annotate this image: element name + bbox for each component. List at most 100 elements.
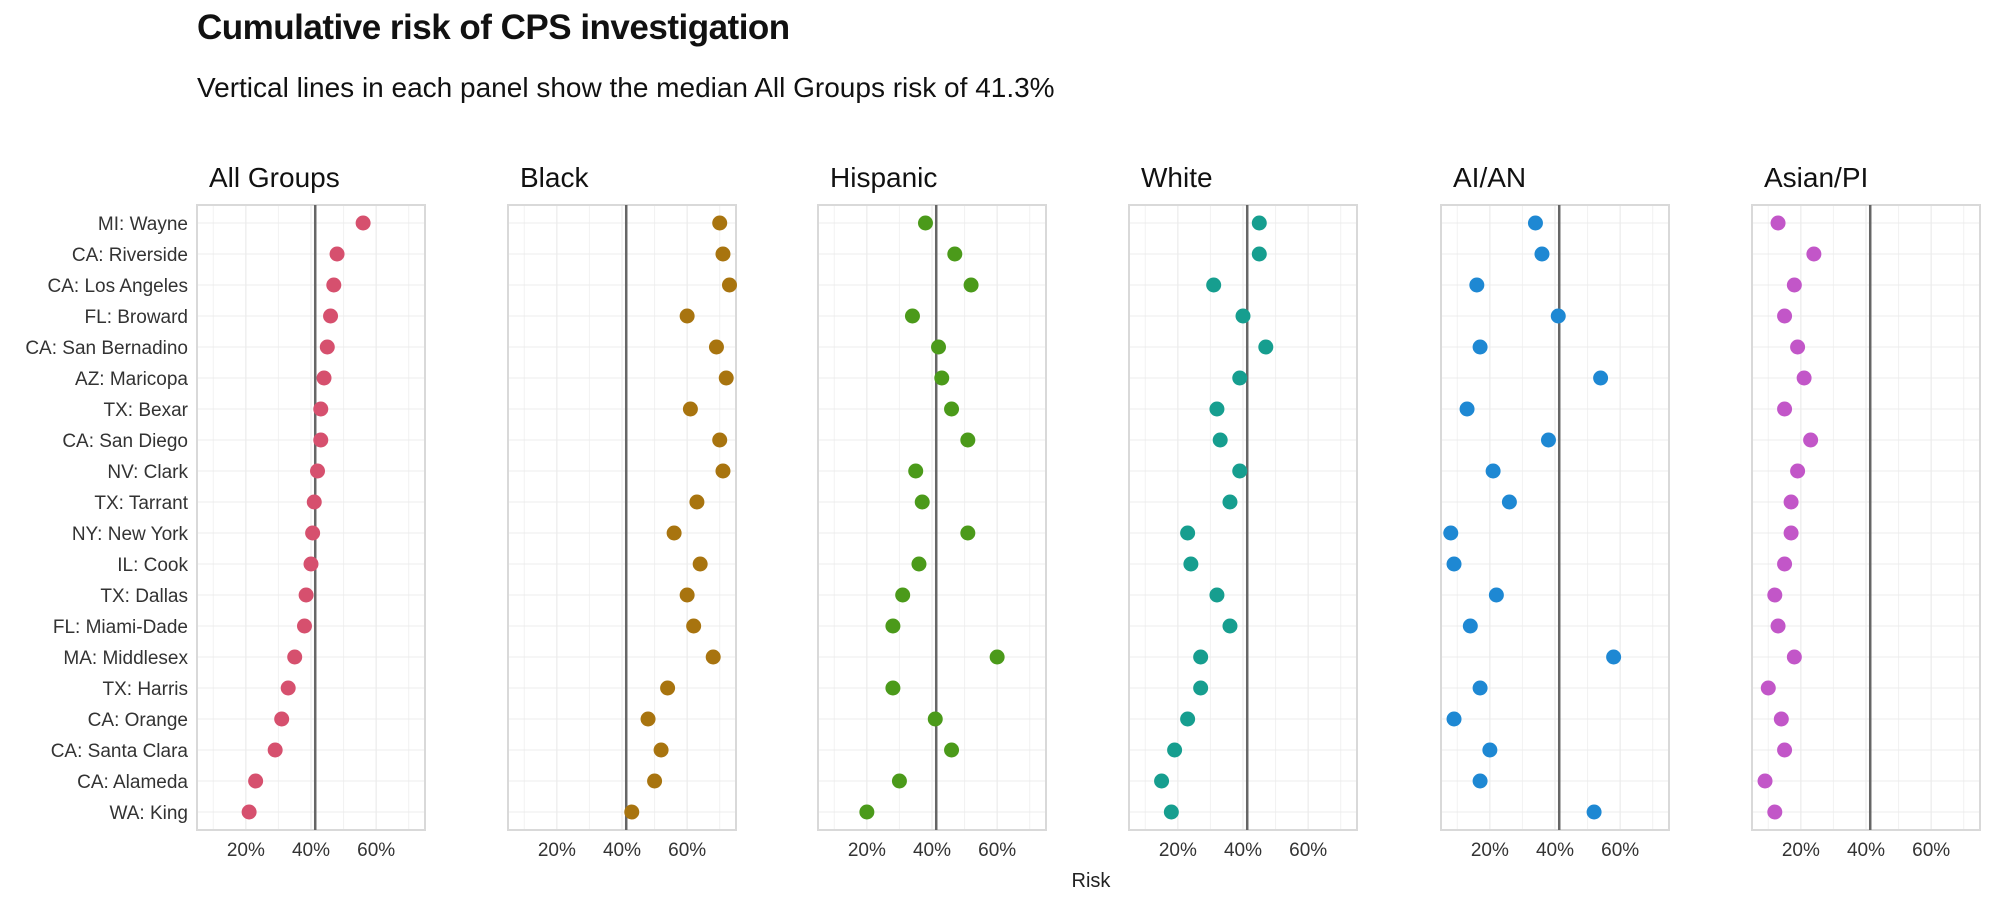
x-tick-label: 20% <box>227 840 265 861</box>
county-label: NY: New York <box>72 524 189 545</box>
county-label: TX: Bexar <box>104 400 189 421</box>
data-point <box>1606 649 1622 665</box>
data-point <box>885 680 901 696</box>
data-point <box>1783 494 1799 510</box>
data-point <box>712 215 728 231</box>
data-point <box>1806 246 1822 262</box>
county-label: CA: Los Angeles <box>48 276 188 297</box>
x-tick-label: 40% <box>1847 840 1885 861</box>
data-point <box>689 494 705 510</box>
data-point <box>692 556 708 572</box>
x-tick-label: 60% <box>668 840 706 861</box>
data-point <box>1209 587 1225 603</box>
data-point <box>718 370 734 386</box>
data-point <box>721 277 737 293</box>
panel-border <box>1440 204 1670 831</box>
x-tick-label: 20% <box>1471 840 1509 861</box>
data-point <box>891 773 907 789</box>
data-point <box>316 370 332 386</box>
data-point <box>914 494 930 510</box>
chart-subtitle: Vertical lines in each panel show the me… <box>197 72 1055 103</box>
data-point <box>911 556 927 572</box>
county-label: CA: Santa Clara <box>51 741 189 762</box>
data-point <box>931 339 947 355</box>
data-point <box>313 432 329 448</box>
data-point <box>653 742 669 758</box>
data-point <box>927 711 943 727</box>
data-point <box>1222 618 1238 634</box>
data-point <box>1183 556 1199 572</box>
data-point <box>287 649 303 665</box>
data-point <box>1462 618 1478 634</box>
data-point <box>1258 339 1274 355</box>
data-point <box>715 246 731 262</box>
county-label: WA: King <box>110 803 189 824</box>
data-point <box>647 773 663 789</box>
panel: White 20% 40% 60% <box>1128 162 1358 861</box>
data-point <box>944 742 960 758</box>
data-point <box>1485 463 1501 479</box>
county-labels: MI: Wayne CA: Riverside CA: Los Angeles FL:… <box>25 214 188 824</box>
x-tick-label: 60% <box>1601 840 1639 861</box>
data-point <box>1235 308 1251 324</box>
x-tick-label: 40% <box>1224 840 1262 861</box>
x-tick-label: 20% <box>538 840 576 861</box>
county-label: CA: Orange <box>88 710 188 731</box>
data-point <box>1777 742 1793 758</box>
x-tick-label: 40% <box>913 840 951 861</box>
x-tick-label: 60% <box>357 840 395 861</box>
data-point <box>708 339 724 355</box>
data-point <box>885 618 901 634</box>
data-point <box>1180 711 1196 727</box>
data-point <box>329 246 345 262</box>
data-point <box>280 680 296 696</box>
data-point <box>1212 432 1228 448</box>
chart-title: Cumulative risk of CPS investigation <box>197 8 790 47</box>
panel-title: Hispanic <box>830 162 937 193</box>
data-point <box>248 773 264 789</box>
data-point <box>1488 587 1504 603</box>
county-label: CA: Alameda <box>77 772 188 793</box>
data-point <box>1251 246 1267 262</box>
panel-border <box>1751 204 1981 831</box>
data-point <box>274 711 290 727</box>
x-axis-label: Risk <box>1072 870 1112 892</box>
county-label: FL: Miami-Dade <box>53 617 188 638</box>
county-label: MA: Middlesex <box>63 648 188 669</box>
data-point <box>1167 742 1183 758</box>
data-point <box>1767 804 1783 820</box>
data-point <box>1482 742 1498 758</box>
data-point <box>1206 277 1222 293</box>
data-point <box>1222 494 1238 510</box>
data-point <box>682 401 698 417</box>
x-tick-label: 60% <box>1912 840 1950 861</box>
data-point <box>904 308 920 324</box>
data-point <box>1472 339 1488 355</box>
data-point <box>1180 525 1196 541</box>
data-point <box>917 215 933 231</box>
panel-border <box>1128 204 1358 831</box>
data-point <box>1534 246 1550 262</box>
data-point <box>1796 370 1812 386</box>
data-point <box>267 742 283 758</box>
data-point <box>1251 215 1267 231</box>
data-point <box>1472 680 1488 696</box>
panel: AI/AN 20% 40% 60% <box>1440 162 1670 861</box>
data-point <box>1786 649 1802 665</box>
data-point <box>313 401 329 417</box>
panel-border <box>196 204 426 831</box>
data-point <box>1760 680 1776 696</box>
data-point <box>310 463 326 479</box>
data-point <box>934 370 950 386</box>
data-point <box>1586 804 1602 820</box>
data-point <box>666 525 682 541</box>
data-point <box>895 587 911 603</box>
data-point <box>241 804 257 820</box>
data-point <box>960 525 976 541</box>
x-tick-label: 60% <box>1289 840 1327 861</box>
x-tick-label: 40% <box>292 840 330 861</box>
county-label: TX: Tarrant <box>94 493 188 514</box>
data-point <box>1770 215 1786 231</box>
